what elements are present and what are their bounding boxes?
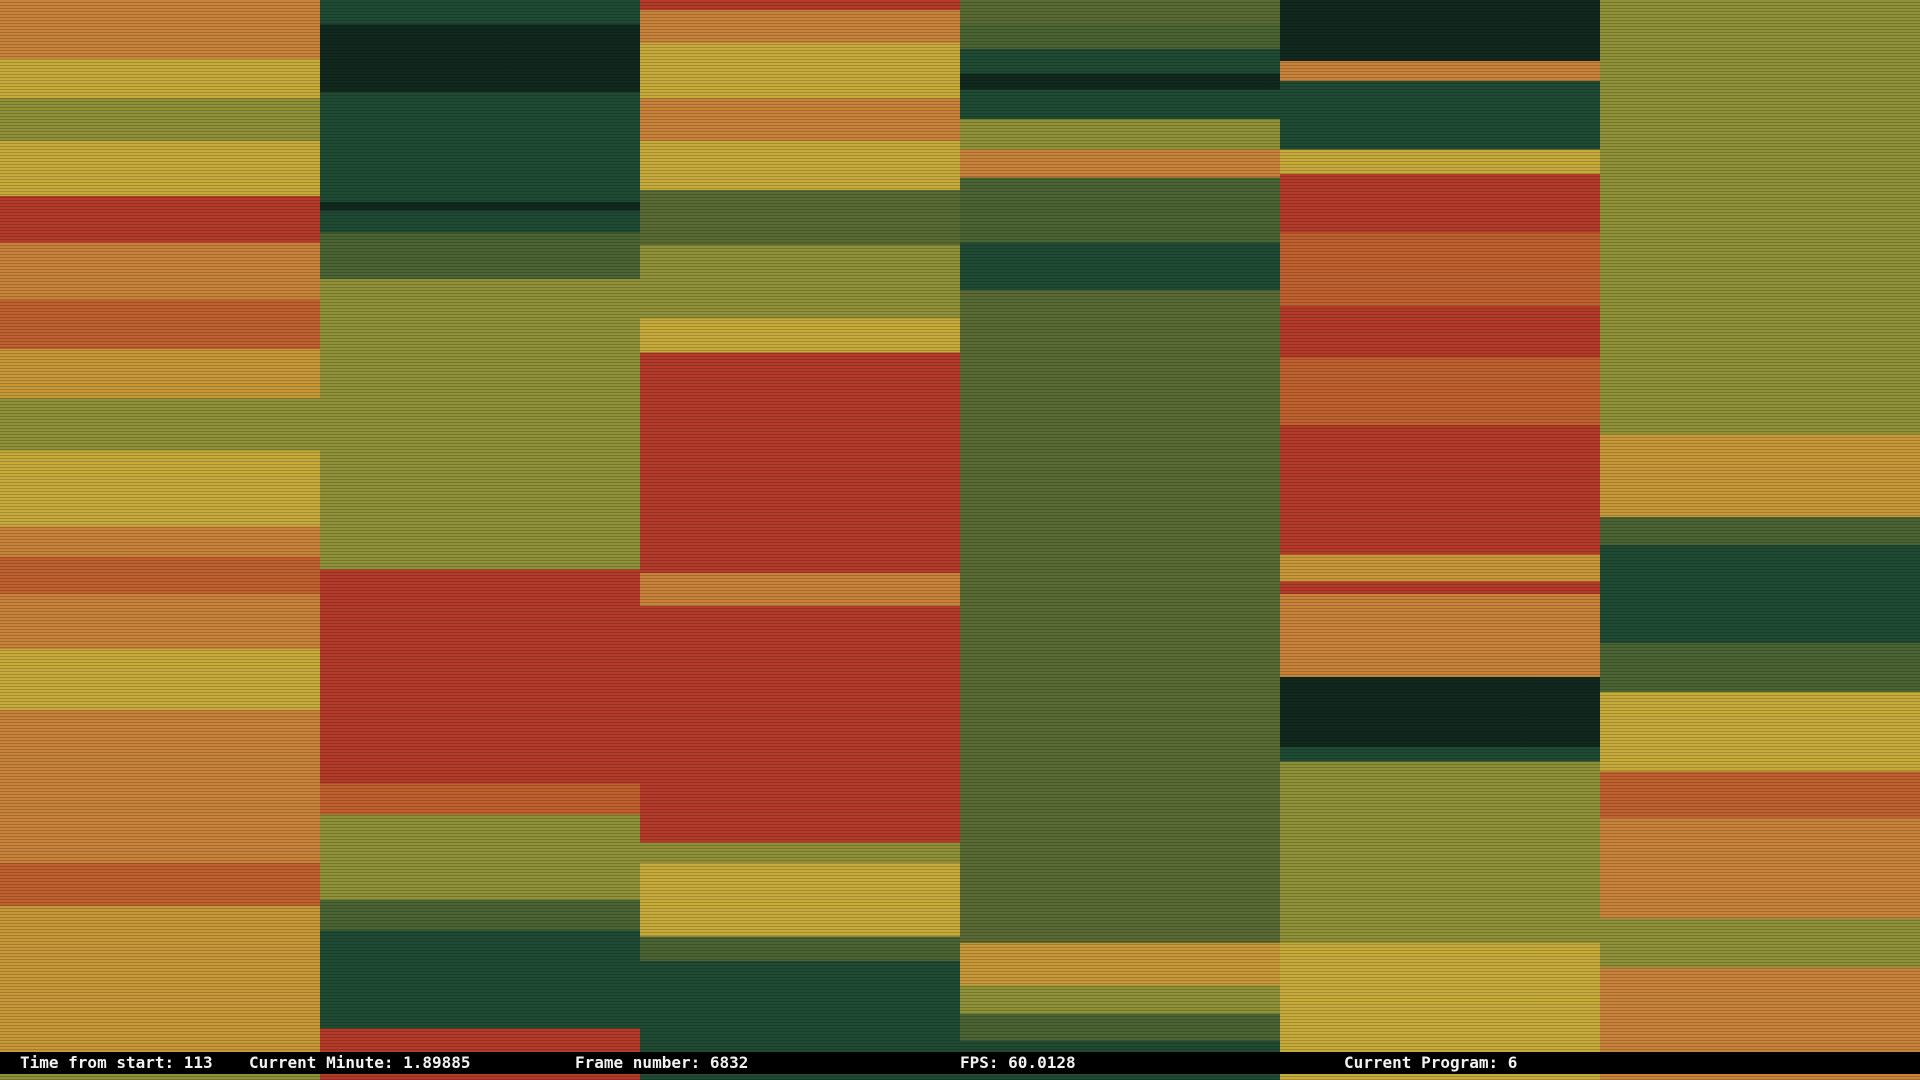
stripe-column	[960, 0, 1280, 1080]
current-program: Current Program: 6	[1344, 1053, 1518, 1072]
fps: FPS: 60.0128	[960, 1053, 1076, 1072]
time-from-start: Time from start: 113	[20, 1053, 213, 1072]
stripe-column	[640, 0, 960, 1080]
stripe-column	[1280, 0, 1600, 1080]
stripe-column	[0, 0, 320, 1080]
current-minute: Current Minute: 1.89885	[249, 1053, 471, 1072]
stripe-column	[320, 0, 640, 1080]
frame-number: Frame number: 6832	[575, 1053, 749, 1072]
stripe-column	[1600, 0, 1920, 1080]
status-bar	[0, 1052, 1920, 1074]
